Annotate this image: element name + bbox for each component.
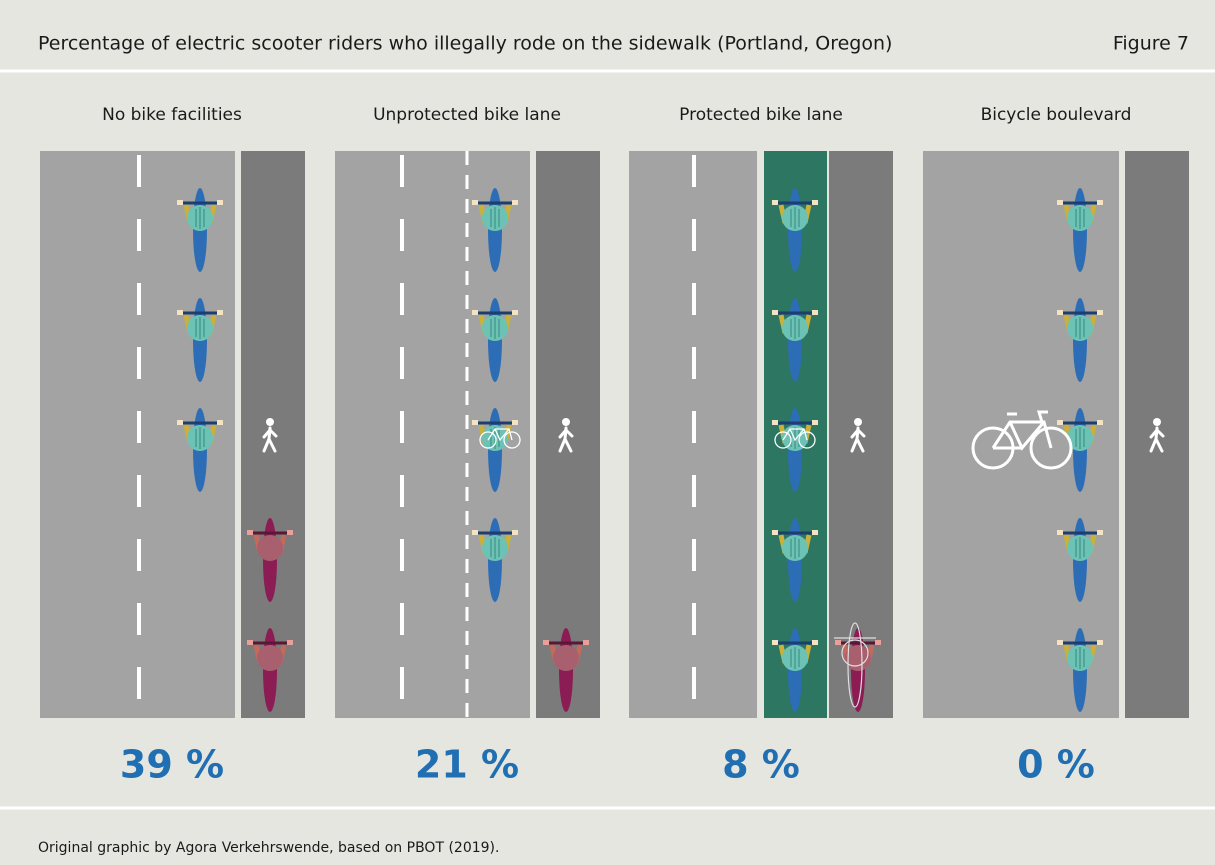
panel-label: Protected bike lane — [679, 105, 843, 125]
figure-label: Figure 7 — [1113, 33, 1189, 55]
header-bg — [0, 0, 1215, 70]
panel-label: Unprotected bike lane — [373, 105, 561, 125]
source: Original graphic by Agora Verkehrswende,… — [38, 840, 499, 856]
title: Percentage of electric scooter riders wh… — [38, 33, 892, 55]
panel-label: No bike facilities — [102, 105, 242, 125]
panel-label: Bicycle boulevard — [981, 105, 1132, 125]
percent: 21 % — [415, 743, 519, 787]
percent: 0 % — [1017, 743, 1095, 787]
percent: 8 % — [722, 743, 800, 787]
percent: 39 % — [120, 743, 224, 787]
